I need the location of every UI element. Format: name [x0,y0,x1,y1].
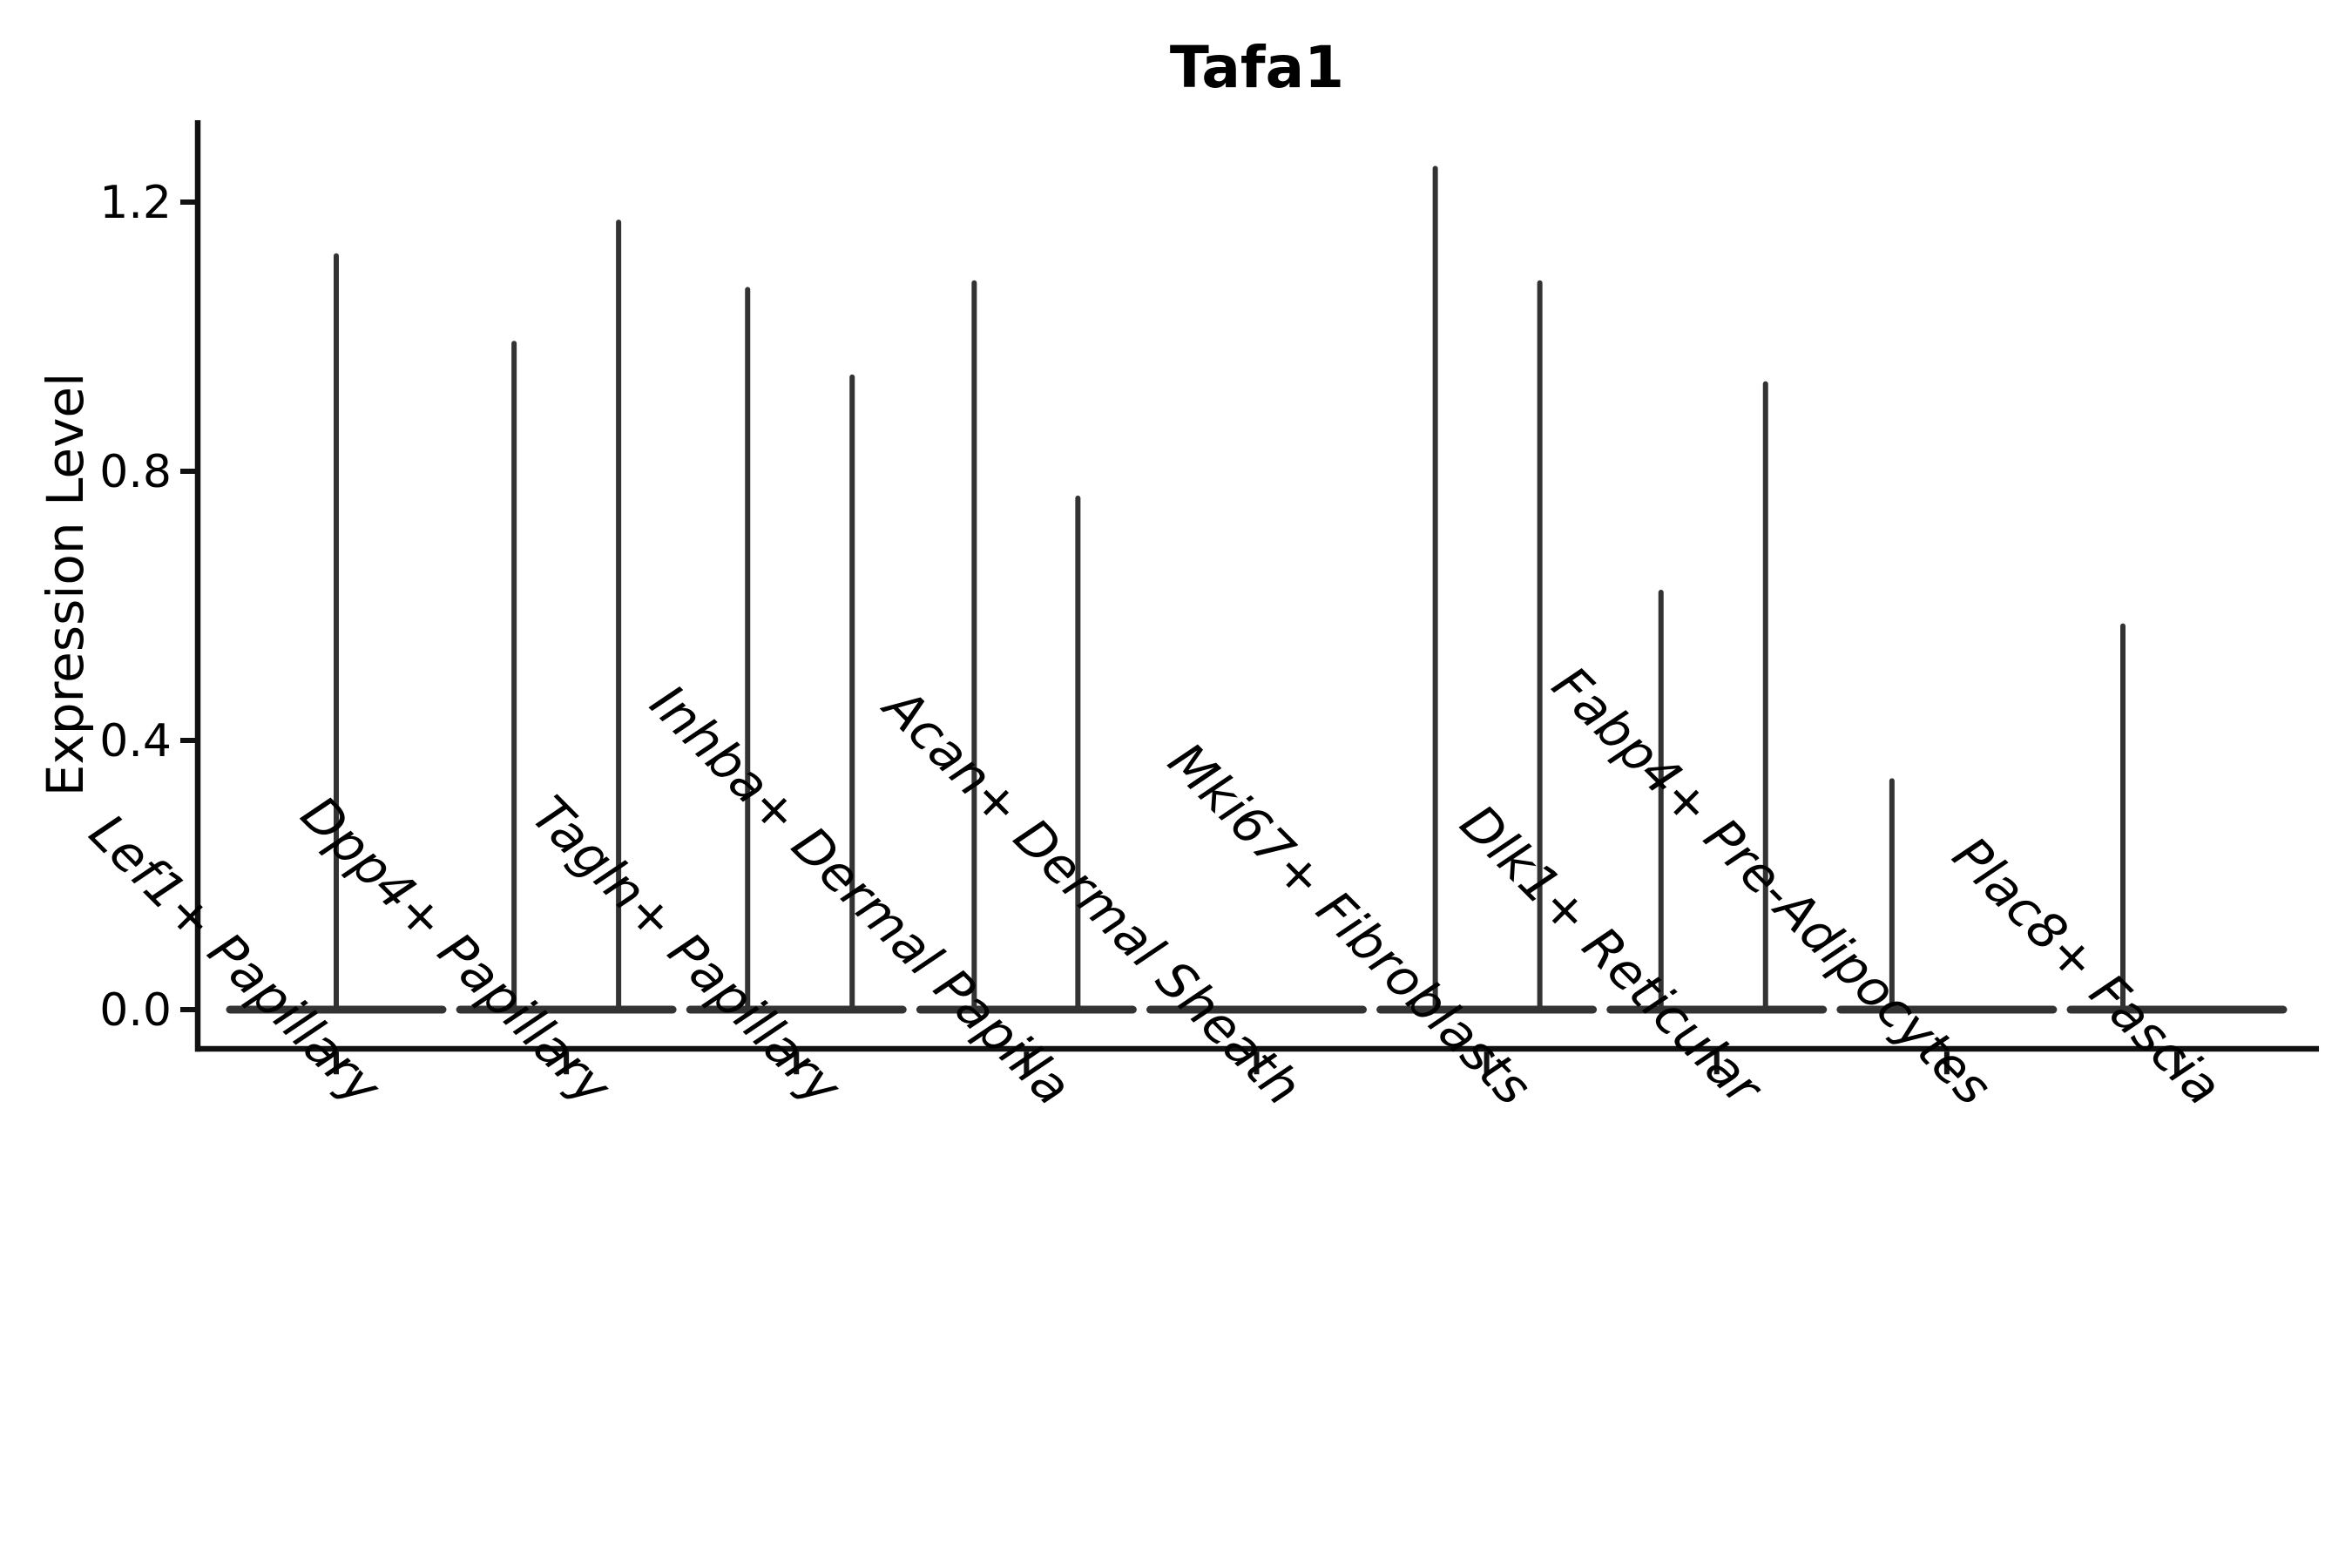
y-tick-label: 1.2 [99,177,172,229]
axes-layer: 1.2 0.8 0.4 0.0 [99,120,2319,1075]
plot-title: Tafa1 [1170,34,1344,101]
y-tick-label: 0.8 [99,446,172,498]
violin-layer [226,166,2288,1014]
y-tick-label: 0.4 [99,715,172,767]
y-tick-label: 0.0 [99,984,172,1037]
y-axis-label: Expression Level [36,373,95,796]
